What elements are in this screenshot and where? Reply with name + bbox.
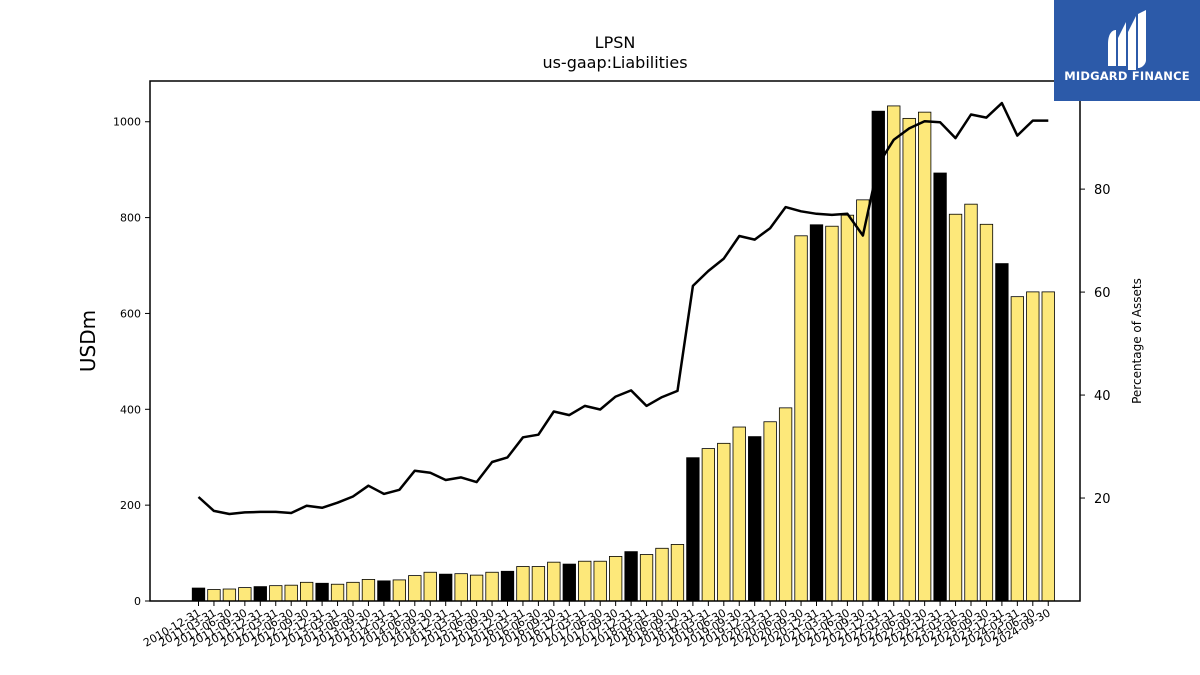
- bar: [469, 574, 484, 602]
- midgard-finance-logo-icon: [1108, 10, 1146, 70]
- bar: [1041, 291, 1055, 602]
- bar: [670, 544, 685, 602]
- bar: [547, 561, 561, 602]
- y2-tick-label: 40: [1094, 389, 1111, 404]
- bar: [330, 583, 345, 602]
- bar: [794, 235, 808, 602]
- bar: [686, 457, 700, 602]
- bar: [609, 556, 623, 602]
- bar: [763, 421, 777, 602]
- bar: [392, 579, 407, 602]
- y-tick-label: 600: [120, 307, 141, 320]
- percentage-of-assets-line: [197, 101, 1049, 516]
- bar: [315, 582, 329, 602]
- bar: [516, 566, 530, 602]
- bar: [191, 587, 206, 602]
- bar: [918, 111, 932, 602]
- bar: [825, 225, 839, 602]
- bar: [284, 584, 298, 602]
- bar: [748, 436, 762, 602]
- bar: [1026, 291, 1040, 602]
- bar: [902, 117, 916, 602]
- bar: [454, 573, 468, 602]
- bar: [995, 263, 1009, 602]
- y-tick-label: 0: [134, 595, 141, 608]
- bar: [964, 203, 978, 602]
- bar: [701, 448, 715, 602]
- bar: [840, 214, 855, 602]
- chart-subtitle: us-gaap:Liabilities: [542, 53, 687, 72]
- bar: [207, 589, 221, 602]
- bar: [593, 560, 607, 602]
- bar: [408, 575, 422, 602]
- bar: [639, 554, 654, 602]
- bar: [500, 570, 515, 602]
- y2-axis-label: Percentage of Assets: [1130, 278, 1144, 404]
- y-tick-label: 800: [120, 212, 141, 225]
- y-tick-label: 400: [120, 403, 141, 416]
- bar: [377, 580, 391, 602]
- y-tick-label: 1000: [113, 116, 141, 129]
- bar: [423, 571, 437, 602]
- bar: [948, 213, 963, 602]
- bar: [655, 547, 669, 602]
- y-axis-label: USDm: [76, 310, 100, 372]
- bar: [531, 566, 546, 602]
- brand-logo: MIDGARD FINANCE: [1054, 0, 1200, 101]
- bar: [1010, 296, 1024, 602]
- bar: [253, 586, 267, 602]
- bar: [856, 199, 870, 602]
- bar: [299, 581, 314, 602]
- bar: [979, 223, 994, 602]
- bar: [485, 571, 499, 602]
- bar: [361, 579, 376, 602]
- y2-tick-label: 60: [1094, 286, 1111, 301]
- plot-frame: [149, 80, 1081, 602]
- bar: [222, 588, 237, 602]
- chart-title: LPSN: [595, 33, 636, 52]
- bar: [887, 105, 901, 602]
- y-tick-label: 200: [120, 499, 141, 512]
- bar: [732, 426, 746, 602]
- y2-tick-label: 80: [1094, 183, 1111, 198]
- bar: [562, 563, 576, 602]
- y2-tick-label: 20: [1094, 492, 1111, 507]
- bar: [717, 442, 731, 602]
- bar: [346, 581, 360, 602]
- bar: [933, 172, 947, 602]
- bar: [624, 551, 638, 602]
- bar: [269, 585, 283, 602]
- bar: [578, 560, 592, 602]
- bar: [809, 224, 824, 602]
- bar: [238, 587, 252, 602]
- bar: [439, 573, 453, 602]
- brand-name: MIDGARD FINANCE: [1064, 69, 1190, 83]
- bar: [778, 407, 793, 602]
